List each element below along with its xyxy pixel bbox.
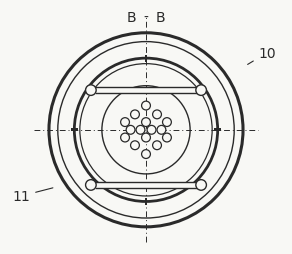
Bar <box>89 88 96 94</box>
Text: -: - <box>144 11 148 25</box>
Circle shape <box>142 150 150 159</box>
Circle shape <box>157 126 166 135</box>
Bar <box>196 182 203 188</box>
Circle shape <box>163 118 171 127</box>
Text: B: B <box>156 11 165 25</box>
Circle shape <box>147 126 156 135</box>
Bar <box>214 129 221 132</box>
Circle shape <box>136 126 145 135</box>
Circle shape <box>196 86 206 96</box>
Circle shape <box>86 86 96 96</box>
Text: 10: 10 <box>248 46 276 65</box>
Circle shape <box>163 134 171 142</box>
Text: B: B <box>127 11 136 25</box>
Circle shape <box>131 141 139 150</box>
Bar <box>196 88 203 94</box>
Bar <box>145 55 147 62</box>
Circle shape <box>142 118 150 127</box>
Circle shape <box>196 180 206 190</box>
Bar <box>96 182 196 188</box>
Circle shape <box>153 110 161 119</box>
Bar <box>96 88 196 94</box>
Bar <box>71 129 78 132</box>
Circle shape <box>131 110 139 119</box>
Circle shape <box>142 134 150 142</box>
Circle shape <box>153 141 161 150</box>
Circle shape <box>86 180 96 190</box>
Bar <box>145 198 147 205</box>
Circle shape <box>121 134 129 142</box>
Circle shape <box>121 118 129 127</box>
Circle shape <box>142 102 150 110</box>
Text: 11: 11 <box>13 188 53 203</box>
Bar <box>89 182 96 188</box>
Circle shape <box>126 126 135 135</box>
